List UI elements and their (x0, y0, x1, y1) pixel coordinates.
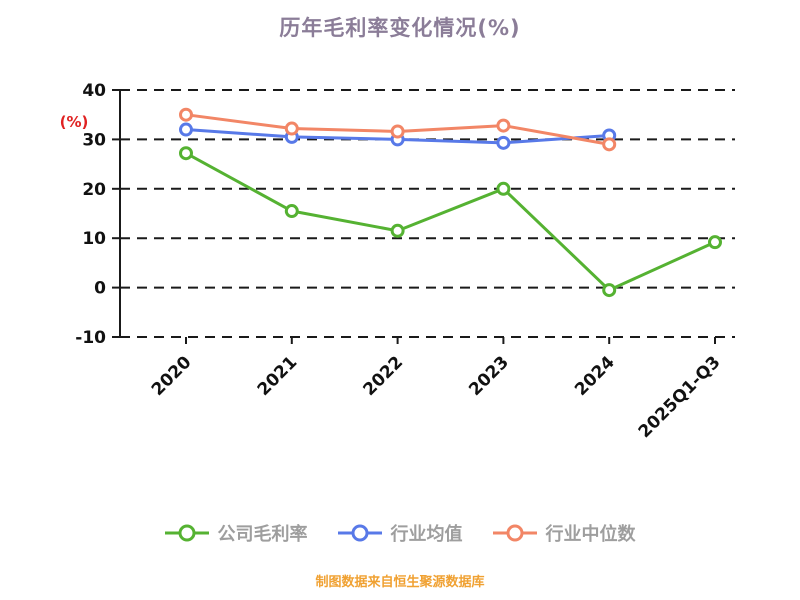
series-2-marker-4 (602, 137, 617, 152)
series-0-marker-1 (284, 204, 299, 219)
x-tick-label-2025Q1-Q3: 2025Q1-Q3 (635, 352, 725, 442)
chart-legend: 公司毛利率 行业均值 行业中位数 (0, 520, 800, 546)
y-tick-label-0: 0 (94, 279, 106, 299)
y-tick-label--10: -10 (75, 328, 106, 348)
line-chart-canvas: 40 30 20 10 0 -10 (%) 2020 2021 2022 2023 2024 2025Q… (60, 81, 735, 442)
x-tick-label-2021: 2021 (254, 352, 302, 400)
legend-marker-icon (337, 524, 382, 542)
y-tick-label-10: 10 (82, 229, 106, 249)
series-2-marker-3 (496, 118, 511, 133)
legend-label: 行业中位数 (545, 524, 636, 545)
chart-title: 历年毛利率变化情况(%) (279, 16, 521, 40)
legend-label: 公司毛利率 (217, 524, 308, 545)
legend-item-1: 行业均值 (337, 520, 463, 546)
series-line-0 (184, 151, 717, 292)
x-tick-label-2020: 2020 (148, 352, 196, 400)
source-note: 制图数据来自恒生聚源数据库 (315, 575, 485, 590)
y-tick-label-30: 30 (82, 130, 106, 150)
series-2-marker-1 (284, 121, 299, 136)
y-tick-label-20: 20 (82, 180, 106, 200)
series-2-marker-2 (390, 124, 405, 139)
series-1-marker-0 (179, 122, 193, 137)
legend-label: 行业均值 (390, 524, 463, 545)
series-0-marker-0 (179, 146, 193, 161)
series-0-marker-3 (496, 181, 511, 196)
legend-marker-icon (164, 524, 209, 542)
legend-marker-icon (492, 524, 537, 542)
series-0-marker-5 (708, 235, 722, 250)
x-tick-label-2024: 2024 (571, 352, 619, 400)
series-0-marker-4 (602, 283, 617, 298)
series-1-marker-3 (496, 135, 511, 150)
series-2-marker-0 (179, 107, 193, 122)
x-tick-label-2022: 2022 (360, 352, 408, 400)
legend-item-2: 行业中位数 (492, 520, 636, 546)
y-axis-unit-label: (%) (60, 113, 89, 131)
legend-item-0: 公司毛利率 (164, 520, 308, 546)
series-0-marker-2 (390, 223, 405, 238)
x-tick-label-2023: 2023 (465, 352, 513, 400)
y-tick-label-40: 40 (82, 81, 106, 101)
